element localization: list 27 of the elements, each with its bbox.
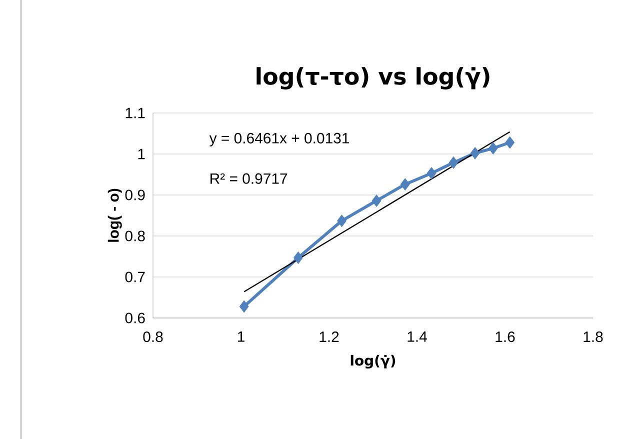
x-axis-title: log(γ̇) [350,354,396,369]
annotation: y = 0.6461x + 0.0131 [209,132,349,146]
y-tick-label: 1 [138,148,145,160]
point [293,251,303,264]
point [400,178,410,191]
y-axis-title: log( - o) [108,188,122,242]
x-tick-label: 1 [238,332,244,342]
y-tick-label: 0.7 [125,272,145,282]
point [448,156,458,169]
x-tick-label: 1.8 [584,332,603,342]
y-tick-label: 1.1 [126,108,145,118]
y-tick-label: 0.8 [125,230,145,242]
x-tick-label: 1.4 [408,332,427,342]
x-tick-label: 1.6 [496,332,515,342]
point [239,300,249,313]
point [337,214,346,228]
point [505,136,515,149]
annotation: R² = 0.9717 [210,173,288,184]
y-tick-label: 0.9 [125,190,145,200]
x-tick-label: 0.8 [143,332,163,342]
x-tick-label: 1.2 [320,332,339,342]
point [470,146,480,160]
chart-title: log(τ-τo) vs log(γ̇) [256,67,490,90]
point [488,142,498,154]
y-tick-label: 0.6 [125,312,145,324]
point [426,167,436,180]
point [372,194,382,207]
